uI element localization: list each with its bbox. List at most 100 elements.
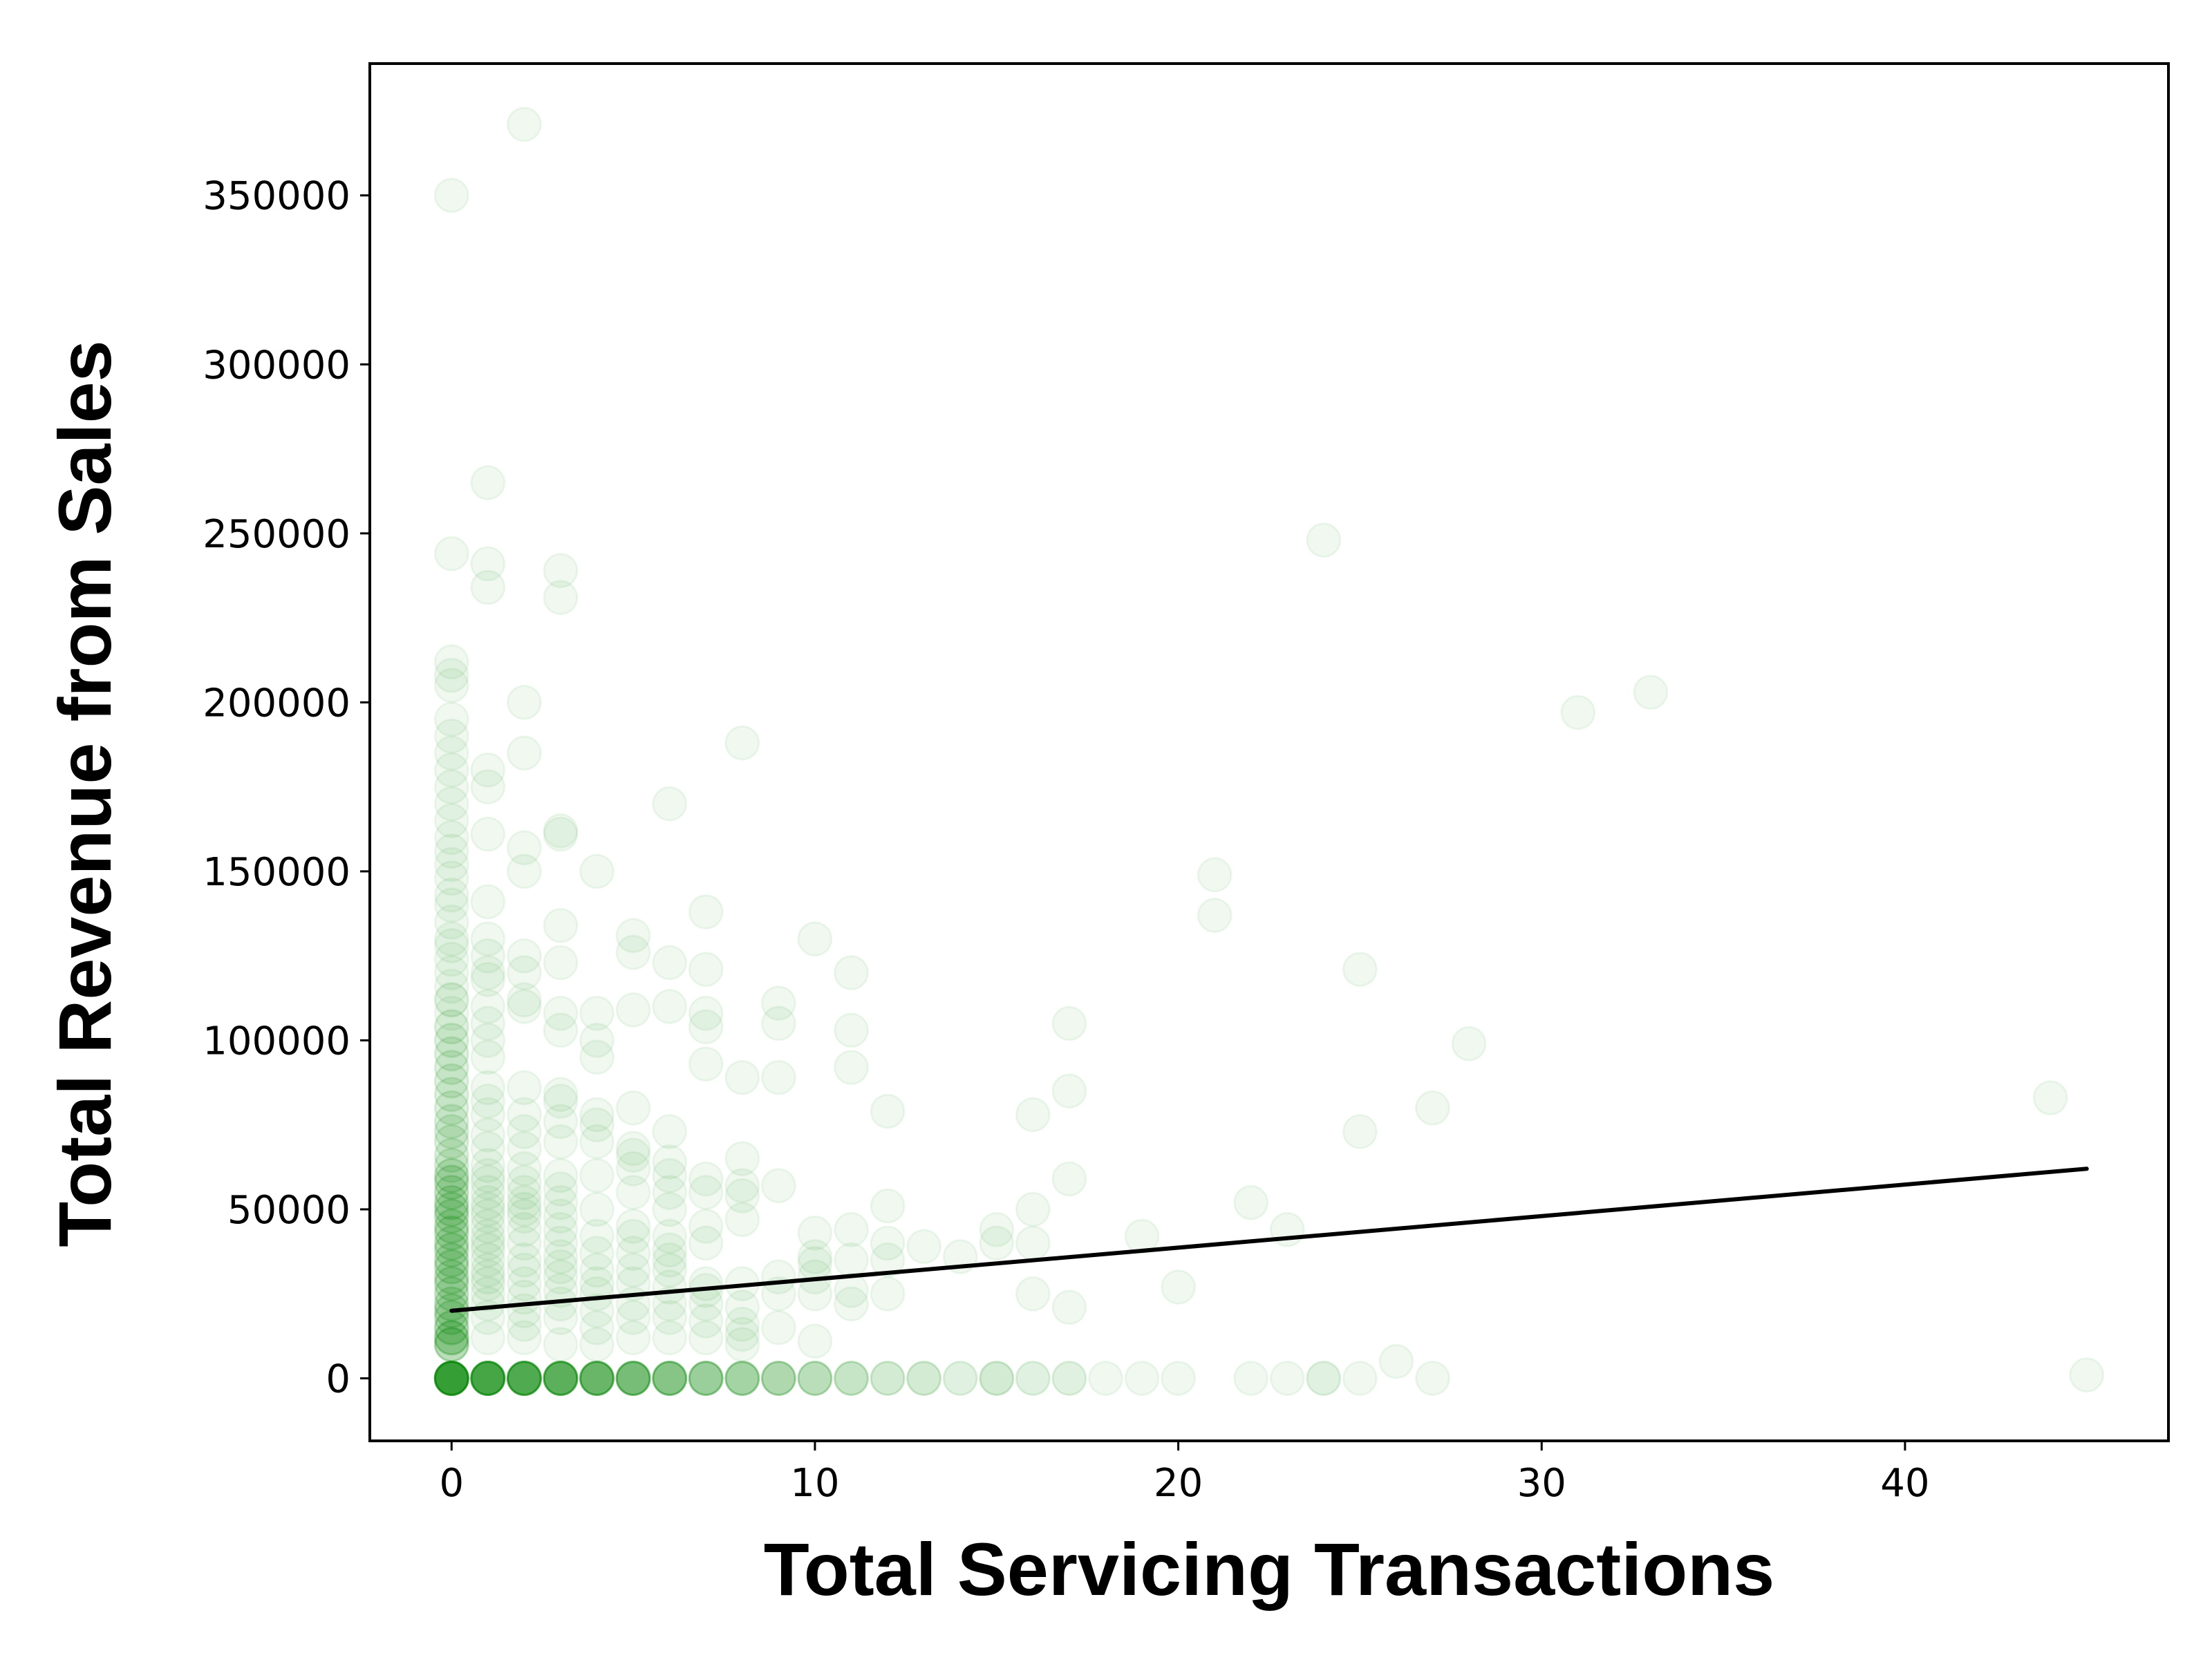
scatter-point	[615, 1218, 651, 1254]
scatter-point	[724, 1361, 760, 1396]
scatter-point	[433, 1225, 469, 1261]
scatter-point	[433, 847, 469, 882]
scatter-point	[579, 1361, 615, 1396]
scatter-point	[615, 1300, 651, 1335]
scatter-point	[760, 1310, 796, 1345]
scatter-point	[615, 1361, 651, 1396]
scatter-point	[470, 1361, 506, 1396]
scatter-point	[433, 877, 469, 913]
scatter-point	[652, 1361, 688, 1396]
scatter-point	[433, 803, 469, 838]
scatter-point	[433, 1249, 469, 1285]
scatter-point	[1306, 1361, 1342, 1396]
scatter-point	[543, 945, 579, 981]
scatter-point	[433, 982, 469, 1018]
scatter-point	[433, 1050, 469, 1086]
scatter-point	[433, 1327, 469, 1363]
scatter-point	[1415, 1090, 1450, 1126]
scatter-point	[433, 1361, 469, 1396]
scatter-point	[615, 1208, 651, 1244]
scatter-point	[688, 1361, 724, 1396]
scatter-point	[1633, 674, 1669, 710]
scatter-point	[688, 1361, 724, 1396]
scatter-point	[470, 1361, 506, 1396]
scatter-point	[543, 1361, 579, 1396]
scatter-point	[652, 1191, 688, 1227]
y-axis-ticks: 0 50000 100000 150000 200000 250000 300000 3500…	[203, 174, 370, 1402]
scatter-point	[870, 1242, 906, 1278]
scatter-point	[652, 1361, 688, 1396]
scatter-point	[470, 1361, 506, 1396]
scatter-point	[724, 1361, 760, 1396]
y-tick-label: 200000	[203, 681, 350, 726]
scatter-point	[470, 1084, 506, 1119]
scatter-point	[506, 106, 542, 142]
scatter-point	[433, 1361, 469, 1396]
scatter-point	[470, 1070, 506, 1106]
scatter-point	[506, 1198, 542, 1234]
scatter-point	[1306, 1361, 1342, 1396]
x-axis-ticks: 0 10 20 30 40	[439, 1441, 1930, 1506]
scatter-point	[543, 1361, 579, 1396]
scatter-point	[470, 1286, 506, 1322]
scatter-point	[1124, 1361, 1160, 1396]
scatter-point	[470, 1218, 506, 1254]
scatter-point	[543, 1104, 579, 1140]
scatter-point	[543, 1077, 579, 1113]
y-tick-label: 150000	[203, 850, 350, 895]
y-tick-label: 300000	[203, 343, 350, 388]
scatter-point	[760, 1168, 796, 1204]
scatter-point	[433, 1208, 469, 1244]
scatter-point	[506, 1175, 542, 1210]
scatter-point	[652, 1218, 688, 1254]
scatter-point	[652, 1114, 688, 1149]
scatter-point	[470, 1361, 506, 1396]
scatter-point	[579, 1361, 615, 1396]
scatter-point	[470, 1259, 506, 1295]
scatter-point	[834, 1272, 869, 1308]
scatter-point	[506, 1361, 542, 1396]
scatter-point	[433, 1137, 469, 1173]
scatter-point	[433, 1124, 469, 1160]
scatter-point	[433, 1249, 469, 1285]
scatter-point	[652, 1361, 688, 1396]
scatter-point	[760, 1361, 796, 1396]
scatter-point	[2069, 1357, 2105, 1393]
scatter-point	[433, 1090, 469, 1126]
scatter-point	[433, 1063, 469, 1099]
scatter-point	[1342, 952, 1378, 988]
scatter-point	[433, 1361, 469, 1396]
scatter-point	[433, 1232, 469, 1268]
scatter-point	[433, 1361, 469, 1396]
scatter-point	[615, 1175, 651, 1210]
scatter-point	[615, 1361, 651, 1396]
scatter-point	[470, 1361, 506, 1396]
scatter-point	[433, 1361, 469, 1396]
scatter-point	[470, 1191, 506, 1227]
scatter-point	[433, 644, 469, 680]
scatter-point	[506, 1320, 542, 1356]
scatter-point	[543, 1239, 579, 1274]
scatter-point	[1233, 1184, 1269, 1220]
scatter-point	[470, 1097, 506, 1133]
scatter-point	[652, 1144, 688, 1180]
scatter-point	[433, 1184, 469, 1220]
scatter-point	[470, 1361, 506, 1396]
scatter-point	[470, 1361, 506, 1396]
scatter-point	[688, 1161, 724, 1197]
scatter-point	[543, 1198, 579, 1234]
scatter-point	[433, 1215, 469, 1251]
scatter-point	[433, 1198, 469, 1234]
scatter-point	[688, 1361, 724, 1396]
scatter-point	[433, 1286, 469, 1322]
scatter-point	[506, 830, 542, 866]
scatter-point	[506, 1361, 542, 1396]
scatter-point	[579, 1361, 615, 1396]
scatter-point	[470, 546, 506, 582]
scatter-point	[797, 1323, 833, 1359]
scatter-point	[506, 1151, 542, 1187]
scatter-point	[1015, 1191, 1051, 1227]
x-tick-label: 10	[790, 1461, 839, 1506]
scatter-point	[760, 1005, 796, 1041]
scatter-point	[433, 1320, 469, 1356]
